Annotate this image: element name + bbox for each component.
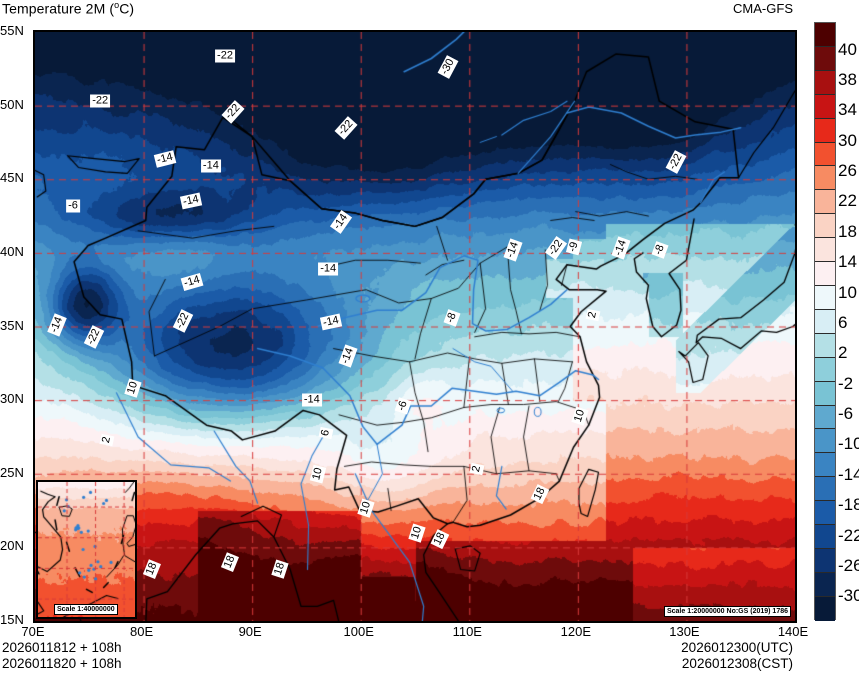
colorbar-tick-2: 2 [838,343,848,363]
colorbar-band [815,357,835,382]
colorbar-band [815,405,835,430]
colorbar-tick-22: 22 [838,191,857,211]
lat-tick-25N: 25N [0,464,24,480]
page-title-unit: C) [119,0,135,17]
lat-tick-30N: 30N [0,391,24,407]
lon-tick-70E: 70E [21,624,45,639]
colorbar-band [815,309,835,334]
colorbar-tick-26: 26 [838,161,857,181]
lon-tick-90E: 90E [238,624,262,639]
lat-tick-15N: 15N [0,612,24,627]
lat-tick-45N: 45N [0,170,24,186]
colorbar-tick-14: 14 [838,252,857,272]
contour-label: -14 [200,159,221,173]
colorbar-tick--22: -22 [838,525,859,545]
colorbar-tick--14: -14 [838,464,859,484]
degree-symbol: o [114,0,120,10]
init-time-line-1: 2026011812 + 108h [2,640,122,655]
colorbar-band [815,548,835,573]
lat-tick-50N: 50N [0,96,24,112]
colorbar-band [815,596,835,621]
lon-tick-80E: 80E [129,624,154,639]
lon-tick-120E: 120E [560,624,592,639]
colorbar-tick-30: 30 [838,130,857,150]
contour-label: 6 [318,426,334,439]
colorbar-band [815,429,835,454]
colorbar-band [815,142,835,167]
lon-tick-140E: 140E [777,624,809,639]
colorbar-tick-6: 6 [838,312,848,332]
lat-tick-40N: 40N [0,243,24,259]
colorbar-tick--10: -10 [838,434,859,454]
colorbar-band [815,166,835,191]
lon-tick-110E: 110E [452,624,482,639]
model-label: CMA-GFS [733,1,793,16]
valid-time-utc: 2026012300(UTC) [681,640,793,655]
colorbar-tick--6: -6 [838,404,854,424]
colorbar-band [815,23,835,47]
page-title-text: Temperature 2M ( [2,0,115,17]
colorbar-band [815,70,835,95]
map-scale-label: Scale 1:20000000 No:GS (2019) 1786 [663,606,791,617]
lat-tick-35N: 35N [0,317,24,333]
colorbar-band [815,238,835,263]
contour-label: -14 [318,262,339,276]
contour-label: -22 [90,94,111,108]
colorbar-band [815,572,835,597]
inset-field-canvas [38,482,135,617]
valid-time-cst: 2026012308(CST) [681,656,793,671]
init-time-line-2: 2026011820 + 108h [2,656,122,671]
page-title: Temperature 2M (oC) [2,0,134,17]
colorbar-tick--2: -2 [838,373,854,393]
colorbar-tick-38: 38 [838,69,857,89]
colorbar-band [815,333,835,358]
lon-tick-130E: 130E [669,624,700,639]
colorbar-tick--26: -26 [838,555,859,575]
lat-tick-20N: 20N [0,538,24,554]
colorbar-tick--18: -18 [838,495,859,515]
contour-label: -22 [215,49,235,63]
colorbar-band [815,94,835,119]
colorbar-tick-34: 34 [838,100,857,120]
colorbar-band [815,118,835,143]
colorbar-band [815,381,835,406]
colorbar-tick--30: -30 [838,586,859,606]
colorbar-tick-18: 18 [838,221,857,241]
south-china-sea-inset-map[interactable]: Scale 1:40000000 [36,480,137,619]
temperature-colorbar[interactable] [814,22,836,621]
lon-tick-100E: 100E [343,624,374,639]
contour-label: 2 [585,308,601,322]
colorbar-tick-10: 10 [838,282,857,302]
colorbar-band [815,501,835,526]
map-panel[interactable]: -22 -22 -22 -22 -30 -22 -14 -14 -14 -6 -14 -22 -14 -1… [33,30,797,623]
contour-label: -14 [301,393,322,407]
colorbar-band [815,262,835,286]
colorbar-band [815,190,835,215]
colorbar-band [815,285,835,310]
colorbar-tick-40: 40 [838,39,857,59]
lat-tick-55N: 55N [0,23,24,38]
colorbar-band [815,453,835,478]
colorbar-band [815,525,835,549]
temperature-field-canvas [35,32,795,621]
inset-scale-label: Scale 1:40000000 [54,604,118,615]
colorbar-band [815,46,835,71]
contour-label: -6 [66,199,80,213]
colorbar-band [815,477,835,502]
colorbar-band [815,214,835,239]
